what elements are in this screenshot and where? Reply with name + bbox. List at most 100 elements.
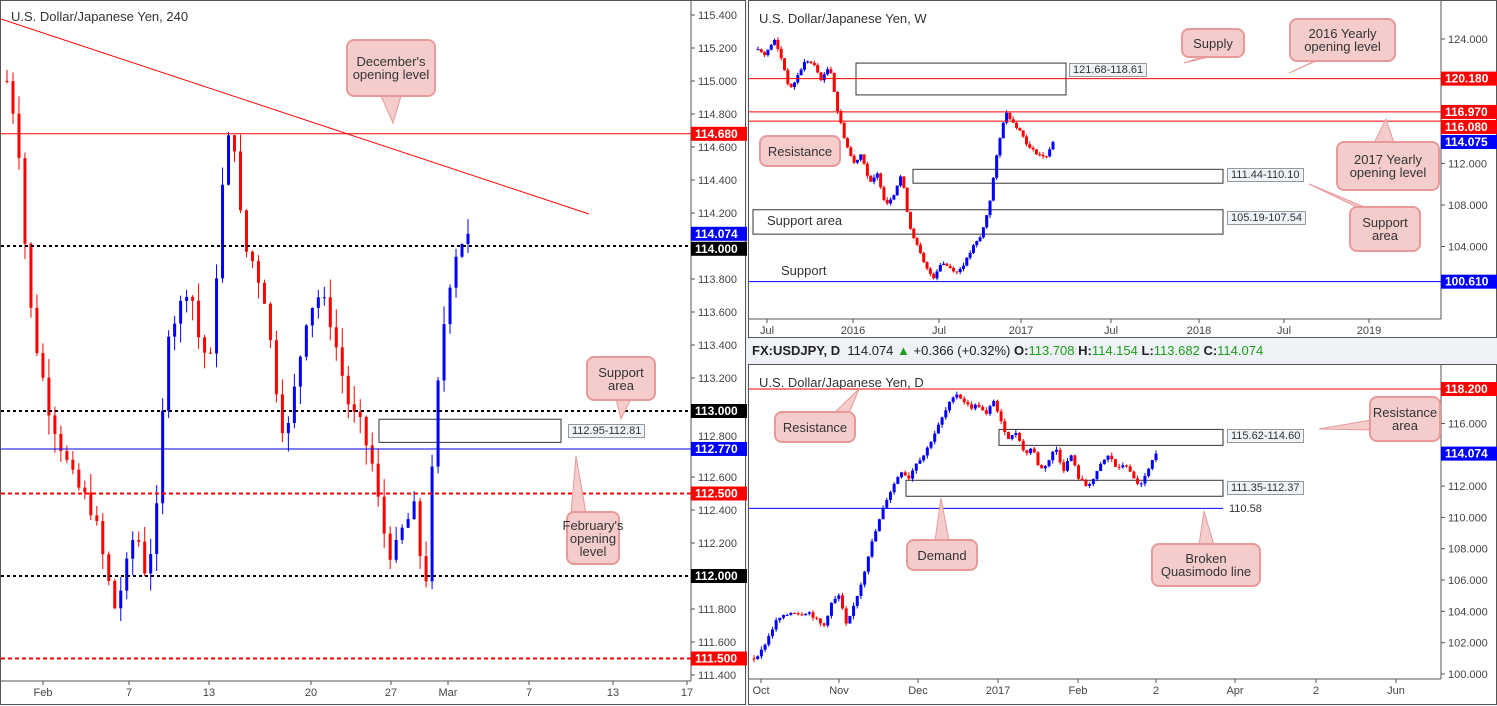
symbol: FX:USDJPY, D — [752, 343, 841, 358]
chart-weekly[interactable]: 124.000 112.000 108.000 104.000 Jul 2016 Jul 20… — [748, 0, 1497, 338]
candle-body — [839, 111, 843, 123]
candle-body — [1099, 463, 1103, 472]
support-text: Support — [781, 263, 827, 278]
candle-body — [925, 447, 929, 456]
candle-body — [173, 323, 177, 337]
candle-body — [1154, 453, 1158, 460]
candle-body — [981, 227, 985, 238]
chart-daily[interactable]: 116.000 112.000 110.000 108.000 106.000 104.0… — [748, 364, 1497, 705]
candle-body — [406, 519, 410, 528]
callout-pointer — [1198, 510, 1215, 546]
x-tick-label: Jun — [1387, 685, 1405, 697]
candle-body — [1058, 449, 1062, 463]
level-badge — [691, 226, 747, 241]
candle-body — [23, 158, 27, 244]
candle-body — [998, 138, 1002, 156]
candle-body — [274, 340, 278, 395]
candle-body — [922, 455, 926, 461]
level-label: 110.58 — [1229, 503, 1262, 515]
candle-body — [1065, 461, 1069, 471]
candle-body — [948, 265, 952, 268]
candle-body — [382, 496, 386, 534]
candle-body — [988, 406, 992, 414]
y-tick-label: 104.000 — [1448, 606, 1488, 618]
x-tick-label: 2018 — [1187, 325, 1211, 337]
x-tick-label: 17 — [681, 687, 693, 699]
candle-body — [869, 175, 873, 182]
candle-body — [424, 556, 428, 582]
candle-body — [1018, 432, 1022, 441]
candle-body — [1008, 112, 1012, 120]
candle-body — [882, 187, 886, 201]
callout-pointer — [570, 455, 587, 514]
callout-pointer — [615, 398, 632, 421]
candle-body — [841, 595, 845, 609]
x-tick-label: 2019 — [1357, 325, 1381, 337]
support-area-text: Support area — [767, 213, 843, 228]
candle-body — [77, 469, 81, 488]
candle-body — [940, 417, 944, 425]
candle-body — [995, 155, 999, 178]
candle-body — [215, 278, 219, 354]
candle-body — [322, 297, 326, 299]
candle-body — [400, 527, 404, 540]
candle-body — [892, 195, 896, 200]
candle-body — [945, 263, 949, 266]
candle-body — [875, 173, 879, 178]
candle-body — [907, 475, 911, 479]
y-tick-label: 113.400 — [698, 340, 737, 352]
candle-body — [1044, 156, 1048, 158]
y-tick-label: 114.200 — [698, 208, 737, 220]
candle-body — [951, 397, 955, 402]
zone-label: 111.35-112.37 — [1227, 481, 1304, 495]
y-tick-label: 100.000 — [1448, 669, 1488, 681]
candle-body — [346, 375, 350, 405]
candle-body — [1143, 475, 1147, 484]
candle-body — [227, 135, 231, 185]
candle-body — [316, 297, 320, 308]
candle-body — [1041, 154, 1045, 157]
candle-body — [268, 303, 272, 341]
callout-support-area: Support area — [586, 356, 656, 401]
chart-240-canvas[interactable]: 115.400 115.200 115.000 114.800 114.600 114.4… — [1, 1, 747, 706]
x-tick-label: 13 — [203, 687, 215, 699]
zone-label: 115.62-114.60 — [1227, 429, 1305, 443]
candle-body — [837, 595, 841, 599]
candle-body — [238, 151, 242, 211]
callout-february-opening: February's opening level — [563, 511, 624, 565]
chart-240[interactable]: 115.400 115.200 115.000 114.800 114.600 114.4… — [0, 0, 747, 706]
candle-body — [1073, 455, 1077, 466]
candle-body — [460, 243, 464, 257]
chart-weekly-canvas[interactable]: 124.000 112.000 108.000 104.000 Jul 2016 Jul 20… — [749, 1, 1497, 339]
candle-body — [962, 265, 966, 269]
candle-body — [1047, 460, 1051, 467]
candle-body — [918, 244, 922, 254]
zone-box — [378, 418, 562, 443]
y-tick-label: 108.000 — [1448, 544, 1488, 556]
candle-body — [310, 307, 314, 326]
candle-body — [1132, 471, 1136, 479]
candle-body — [774, 620, 778, 630]
candle-body — [811, 612, 815, 618]
up-arrow-icon: ▲ — [897, 343, 910, 358]
candle-body — [929, 441, 933, 448]
candle-body — [952, 267, 956, 272]
candle-body — [262, 282, 266, 304]
candle-body — [842, 122, 846, 139]
candle-body — [1139, 483, 1143, 485]
candle-body — [938, 265, 942, 272]
candle-body — [908, 211, 912, 229]
chart-daily-canvas[interactable]: 116.000 112.000 110.000 108.000 106.000 104.0… — [749, 365, 1497, 706]
y-tick-label: 114.800 — [698, 109, 737, 121]
x-tick-label: 2017 — [1009, 325, 1033, 337]
candle-body — [792, 82, 796, 88]
price-change: +0.366 (+0.32%) — [913, 343, 1011, 358]
level-badge-label: 116.970 — [1445, 105, 1488, 119]
candle-body — [292, 386, 296, 423]
x-tick-label: 27 — [385, 687, 397, 699]
candle-body — [955, 394, 959, 398]
level-badge — [1441, 274, 1497, 289]
candle-body — [866, 556, 870, 572]
candle-body — [925, 262, 929, 269]
candle-body — [65, 451, 69, 460]
